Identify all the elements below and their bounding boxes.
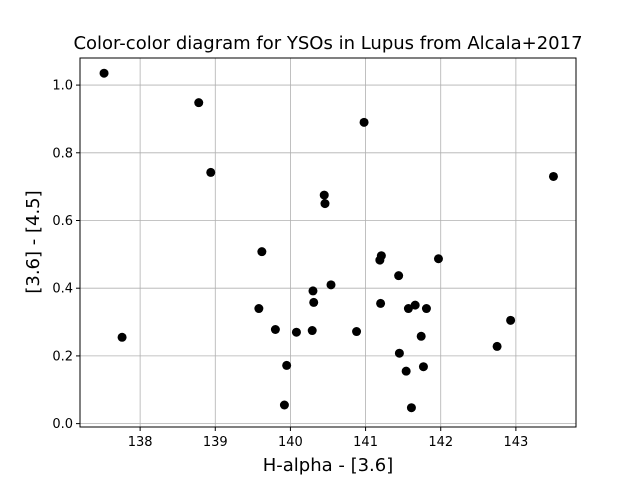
data-point [194,98,204,108]
data-point [394,271,404,281]
data-point [359,117,369,127]
data-point [421,304,431,314]
y-tick-label: 0.4 [52,282,73,297]
data-point [403,304,413,314]
data-point [376,251,386,261]
y-axis-label: [3.6] - [4.5] [23,190,44,293]
data-point [492,341,502,351]
data-point [291,327,301,337]
data-point [406,403,416,413]
x-tick-label: 139 [203,435,228,450]
data-point [117,332,127,342]
y-tick-label: 0.0 [52,417,73,432]
data-point [326,280,336,290]
data-point [506,315,516,325]
data-point [308,286,318,296]
plot-frame [79,57,577,428]
data-point [394,348,404,358]
data-point [352,327,362,337]
y-tick-label: 0.6 [52,214,73,229]
x-tick-label: 140 [278,435,303,450]
data-point [320,199,330,209]
data-point [99,68,109,78]
data-point [257,247,267,257]
data-point [416,331,426,341]
data-point [279,400,289,410]
data-points [99,68,558,413]
data-point [270,325,280,335]
data-point [254,304,264,314]
data-point [548,171,558,181]
data-point [309,297,319,307]
x-axis-label: H-alpha - [3.6] [263,455,394,476]
y-tick-label: 1.0 [52,79,73,94]
data-point [206,167,216,177]
x-tick-label: 142 [428,435,453,450]
data-point [307,326,317,336]
x-axis: 138 139 140 141 142 143 [128,427,528,450]
data-point [376,298,386,308]
data-point [433,254,443,264]
x-tick-label: 143 [503,435,528,450]
y-axis: 0.0 0.2 0.4 0.6 0.8 1.0 [52,79,80,432]
y-tick-label: 0.2 [52,349,73,364]
gridlines [80,58,576,427]
data-point [282,360,292,370]
x-tick-label: 138 [128,435,153,450]
data-point [410,300,420,310]
data-point [319,190,329,200]
y-tick-label: 0.8 [52,146,73,161]
data-point [401,366,411,376]
chart-title: Color-color diagram for YSOs in Lupus fr… [73,33,582,54]
plot-area [80,58,576,427]
data-point [418,362,428,372]
x-tick-label: 141 [353,435,378,450]
